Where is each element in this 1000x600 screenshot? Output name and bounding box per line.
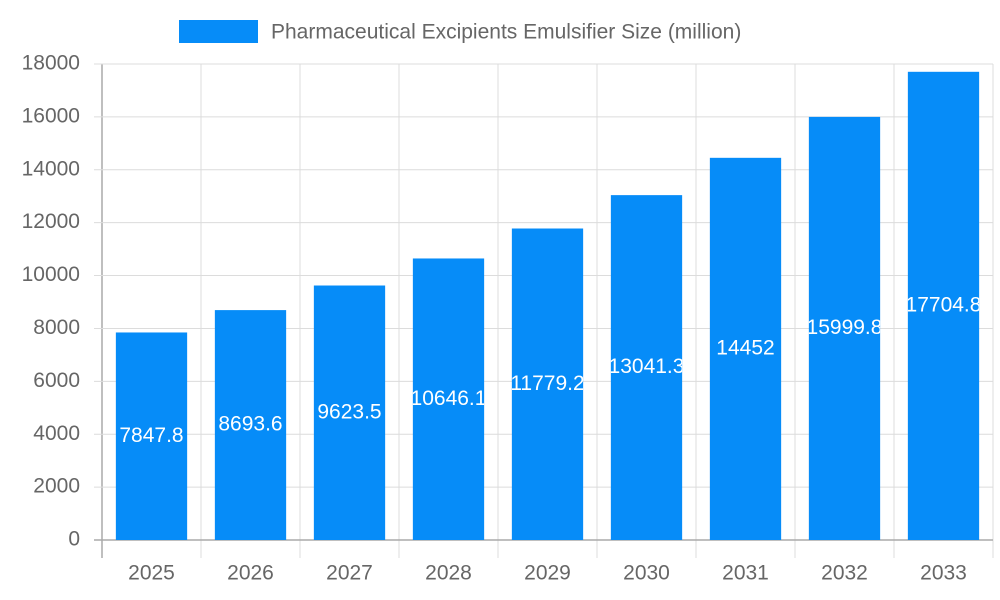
x-tick-label: 2030 [623, 562, 670, 585]
value-label: 11779.2 [510, 372, 584, 395]
legend-label: Pharmaceutical Excipients Emulsifier Siz… [271, 21, 741, 44]
y-tick-label: 16000 [22, 104, 80, 127]
value-label: 13041.3 [609, 355, 685, 378]
x-tick-label: 2033 [920, 562, 967, 585]
legend-swatch [179, 20, 258, 43]
y-tick-label: 4000 [33, 422, 80, 445]
y-tick-label: 6000 [33, 369, 80, 392]
bar [610, 195, 683, 540]
bar [214, 310, 287, 540]
y-tick-label: 0 [68, 528, 80, 551]
value-label: 9623.5 [317, 400, 381, 423]
bar [115, 332, 188, 540]
bar [907, 71, 980, 540]
value-label: 7847.8 [119, 424, 183, 447]
bar [412, 258, 485, 540]
y-tick-label: 10000 [22, 263, 80, 286]
y-tick-label: 14000 [22, 157, 80, 180]
value-label: 15999.8 [807, 316, 883, 339]
x-tick-label: 2025 [128, 562, 175, 585]
bar [808, 116, 881, 541]
bar [313, 285, 386, 540]
x-tick-label: 2031 [722, 562, 769, 585]
x-tick-label: 2026 [227, 562, 274, 585]
y-tick-label: 18000 [22, 52, 80, 75]
x-tick-label: 2032 [821, 562, 868, 585]
y-tick-label: 2000 [33, 475, 80, 498]
x-tick-label: 2029 [524, 562, 571, 585]
bar [709, 157, 782, 540]
bar [511, 228, 584, 540]
x-tick-label: 2028 [425, 562, 472, 585]
x-tick-label: 2027 [326, 562, 373, 585]
y-tick-label: 12000 [22, 210, 80, 233]
value-label: 17704.8 [906, 293, 982, 316]
value-label: 10646.1 [411, 387, 487, 410]
y-tick-label: 8000 [33, 316, 80, 339]
value-label: 8693.6 [218, 413, 282, 436]
legend-item[interactable]: Pharmaceutical Excipients Emulsifier Siz… [179, 20, 741, 44]
value-label: 14452 [716, 336, 774, 359]
